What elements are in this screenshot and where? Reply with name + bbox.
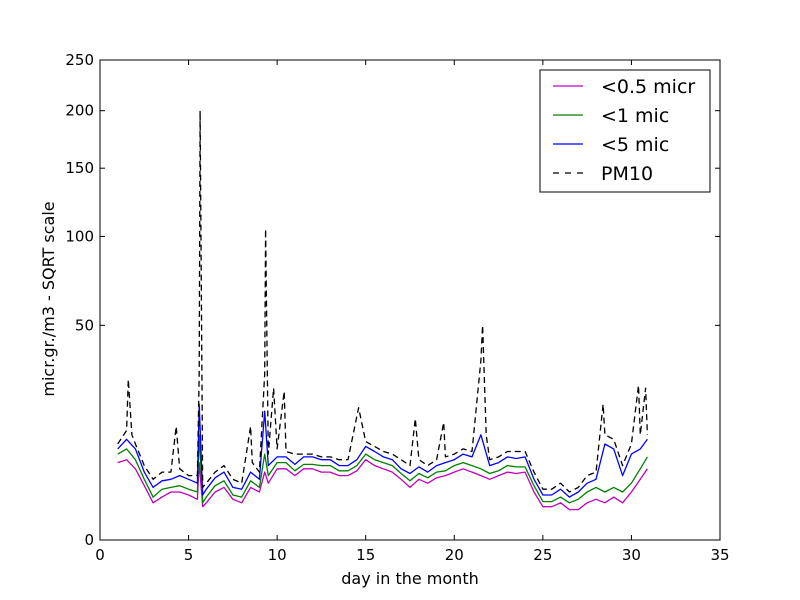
series-line-1 [117, 434, 648, 504]
y-tick-label: 100 [65, 227, 94, 245]
y-tick-label: 0 [84, 531, 94, 549]
x-tick-label: 20 [445, 546, 464, 564]
legend-label-2: <5 mic [601, 134, 669, 156]
y-tick-label: 200 [65, 102, 94, 120]
legend: <0.5 micr <1 mic <5 mic PM10 [539, 69, 711, 193]
legend-box [539, 69, 711, 193]
x-tick-label: 10 [268, 546, 287, 564]
plot-frame [99, 59, 721, 541]
y-tick-label: 250 [65, 51, 94, 69]
x-tick-label: 15 [356, 546, 375, 564]
series-line-0 [117, 459, 648, 511]
x-tick-label: 25 [533, 546, 552, 564]
y-axis-title: micr.gr./m3 - SQRT scale [39, 201, 58, 396]
x-tick-label: 30 [622, 546, 641, 564]
legend-label-1: <1 mic [601, 105, 669, 127]
series-line-2 [117, 403, 648, 498]
x-tick-label: 5 [184, 546, 194, 564]
legend-label-3: PM10 [601, 163, 653, 185]
x-axis-title: day in the month [341, 569, 478, 588]
axis-ticks: 0 5 10 15 20 25 30 35 0 50 100 150 200 250 [65, 51, 729, 564]
x-tick-label: 0 [95, 546, 105, 564]
x-tick-label: 35 [710, 546, 729, 564]
y-tick-label: 150 [65, 159, 94, 177]
series-line-3 [117, 110, 649, 493]
y-tick-label: 50 [75, 316, 94, 334]
series-layer [117, 110, 649, 511]
legend-label-0: <0.5 micr [601, 76, 695, 98]
